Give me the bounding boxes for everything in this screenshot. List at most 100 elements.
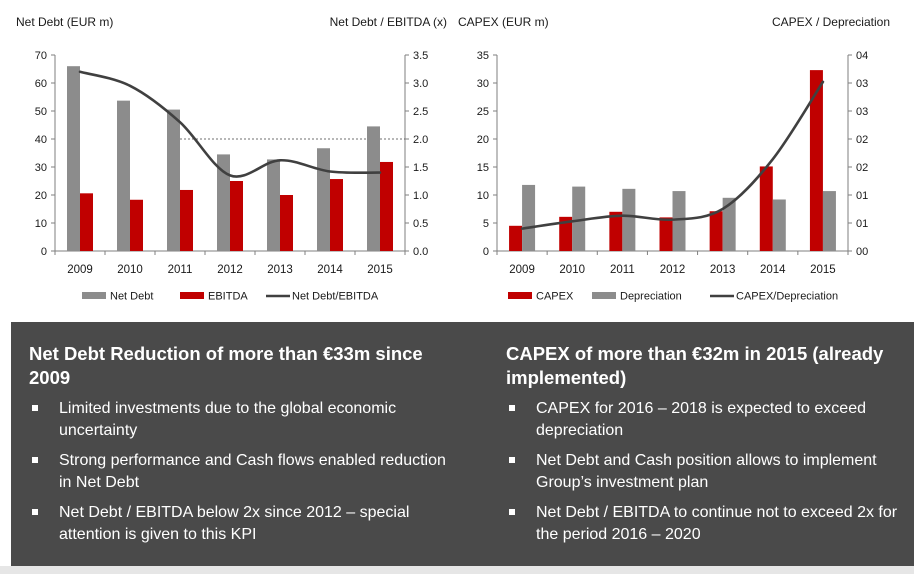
capex-left-axis-title: CAPEX (EUR m) [458,15,549,29]
square-bullet-icon [32,509,38,515]
net-debt-left-tick-label: 40 [35,134,47,146]
net-debt-x-tick-label: 2014 [317,264,343,276]
capex-left-tick-label: 5 [483,218,489,230]
capex-x-tick-label: 2014 [760,264,786,276]
net-debt-bullets: Limited investments due to the global ec… [29,398,449,546]
net-debt-left-tick-label: 50 [35,106,47,118]
capex-x-tick-label: 2015 [810,264,836,276]
net-debt-bar-net-debt-2012 [217,154,230,251]
capex-left-tick-label: 10 [477,190,489,202]
capex-bar-depreciation-2010 [572,186,586,251]
net-debt-x-tick-label: 2012 [217,264,243,276]
net-debt-x-tick-label: 2015 [367,264,393,276]
capex-right-tick-label: 02 [856,134,868,146]
capex-x-tick-label: 2012 [660,264,686,276]
capex-legend-swatch-0 [508,292,532,299]
capex-bar-capex-2009 [509,225,523,251]
capex-right-axis-title: CAPEX / Depreciation [772,15,890,29]
capex-bar-depreciation-2014 [772,199,786,251]
capex-legend-label-1: Depreciation [620,291,682,303]
capex-right-tick-label: 04 [856,50,868,62]
net-debt-bar-net-debt-2011 [167,109,180,251]
net-debt-x-tick-label: 2013 [267,264,293,276]
net-debt-bar-net-debt-2013 [267,159,280,251]
bullet-text: Net Debt and Cash position allows to imp… [536,452,877,491]
capex-right-tick-label: 03 [856,78,868,90]
net-debt-bar-ebitda-2011 [180,189,193,251]
capex-right-tick-label: 03 [856,106,868,118]
capex-left-tick-label: 25 [477,106,489,118]
capex-x-tick-label: 2009 [509,264,535,276]
net-debt-left-axis-title: Net Debt (EUR m) [16,15,113,29]
net-debt-bar-ebitda-2009 [80,193,93,251]
net-debt-bar-net-debt-2014 [317,148,330,251]
net-debt-right-tick-label: 0.5 [413,218,428,230]
list-item: Net Debt / EBITDA below 2x since 2012 – … [29,502,449,546]
capex-legend-label-2: CAPEX/Depreciation [736,291,838,303]
net-debt-legend-label-0: Net Debt [110,291,153,303]
list-item: Net Debt and Cash position allows to imp… [506,450,906,494]
net-debt-bar-ebitda-2012 [230,181,243,251]
capex-left-tick-label: 35 [477,50,489,62]
capex-right-tick-label: 01 [856,218,868,230]
net-debt-left-tick-label: 60 [35,78,47,90]
net-debt-right-tick-label: 3.5 [413,50,428,62]
bullet-text: CAPEX for 2016 – 2018 is expected to exc… [536,400,866,439]
capex-bar-depreciation-2011 [622,188,636,251]
net-debt-x-tick-label: 2010 [117,264,143,276]
capex-left-tick-label: 20 [477,134,489,146]
net-debt-right-tick-label: 1.0 [413,190,428,202]
capex-legend-label-0: CAPEX [536,291,574,303]
net-debt-bar-ebitda-2010 [130,199,143,251]
net-debt-right-tick-label: 3.0 [413,78,428,90]
net-debt-left-tick-label: 0 [41,246,47,258]
capex-left-tick-label: 0 [483,246,489,258]
bullet-text: Net Debt / EBITDA below 2x since 2012 – … [59,504,410,543]
capex-bar-capex-2010 [559,216,573,251]
net-debt-bar-ebitda-2013 [280,195,293,251]
list-item: CAPEX for 2016 – 2018 is expected to exc… [506,398,906,442]
square-bullet-icon [509,509,515,515]
net-debt-x-tick-label: 2009 [67,264,93,276]
net-debt-right-tick-label: 1.5 [413,162,428,174]
capex-bar-capex-2012 [659,217,673,251]
capex-bar-capex-2015 [809,70,823,252]
square-bullet-icon [32,457,38,463]
charts-canvas: Net Debt (EUR m) Net Debt / EBITDA (x)010… [16,15,890,303]
capex-x-tick-label: 2010 [559,264,585,276]
net-debt-bar-ebitda-2015 [380,161,393,251]
net-debt-bar-net-debt-2015 [367,126,380,251]
capex-bar-capex-2013 [709,211,723,251]
net-debt-legend-swatch-1 [180,292,204,299]
net-debt-bar-net-debt-2009 [67,66,80,251]
capex-left-tick-label: 30 [477,78,489,90]
list-item: Limited investments due to the global ec… [29,398,449,442]
net-debt-bar-ebitda-2014 [330,179,343,251]
square-bullet-icon [32,405,38,411]
capex-right-tick-label: 00 [856,246,868,258]
net-debt-legend-swatch-0 [82,292,106,299]
net-debt-left-tick-label: 30 [35,162,47,174]
net-debt-right-axis-title: Net Debt / EBITDA (x) [330,15,447,29]
net-debt-left-tick-label: 70 [35,50,47,62]
capex-x-tick-label: 2011 [610,264,635,276]
net-debt-x-tick-label: 2011 [168,264,193,276]
net-debt-left-tick-label: 20 [35,190,47,202]
net-debt-left-tick-label: 10 [35,218,47,230]
net-debt-right-tick-label: 2.5 [413,106,428,118]
capex-legend-swatch-1 [592,292,616,299]
capex-bar-depreciation-2009 [522,184,536,251]
capex-summary: CAPEX of more than €32m in 2015 (already… [506,342,906,554]
bullet-text: Net Debt / EBITDA to continue not to exc… [536,504,898,543]
capex-heading: CAPEX of more than €32m in 2015 (already… [506,343,884,388]
net-debt-right-tick-label: 0.0 [413,246,428,258]
net-debt-summary: Net Debt Reduction of more than €33m sin… [29,342,449,554]
capex-bar-depreciation-2012 [672,191,686,251]
summary-panel: Net Debt Reduction of more than €33m sin… [11,322,914,566]
net-debt-right-tick-label: 2.0 [413,134,428,146]
square-bullet-icon [509,405,515,411]
list-item: Net Debt / EBITDA to continue not to exc… [506,502,906,546]
capex-bar-capex-2011 [609,211,623,251]
capex-right-tick-label: 01 [856,190,868,202]
capex-x-tick-label: 2013 [710,264,736,276]
